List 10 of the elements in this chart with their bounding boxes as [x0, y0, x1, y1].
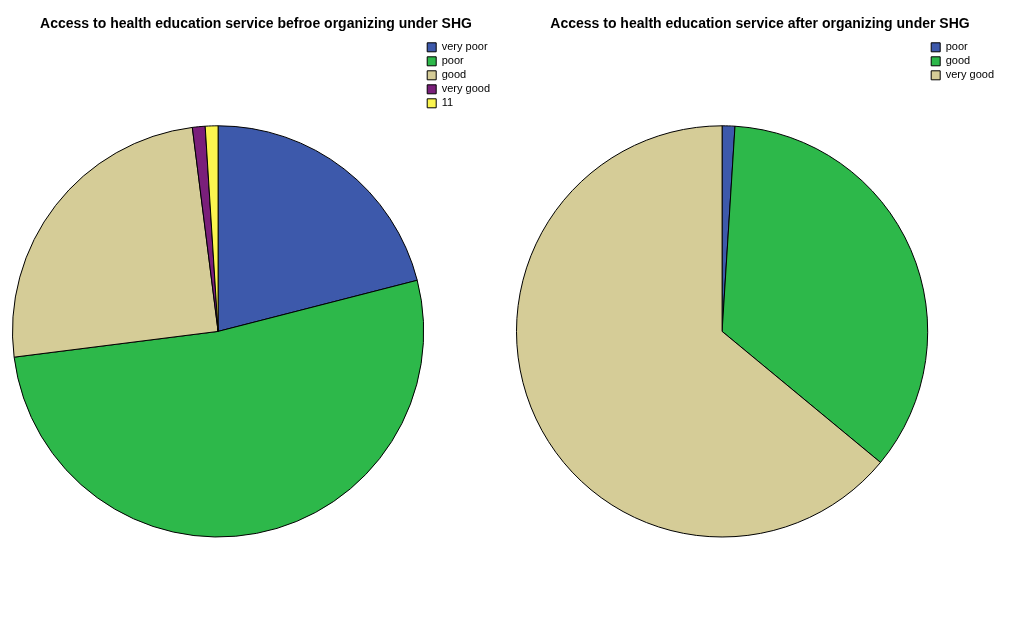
legend-label: good: [441, 68, 467, 81]
legend-label: poor: [945, 40, 969, 53]
legend-label: good: [945, 54, 971, 67]
chart-title: Access to health education service after organizing under SHG: [550, 15, 970, 32]
legend-label: poor: [441, 54, 465, 67]
legend-label: very good: [945, 68, 994, 81]
legend-label: very good: [441, 82, 490, 95]
legend-label: very poor: [441, 40, 488, 53]
legend-label: 11: [441, 96, 454, 109]
chart-title: Access to health education service befroe organizing under SHG: [40, 15, 472, 32]
